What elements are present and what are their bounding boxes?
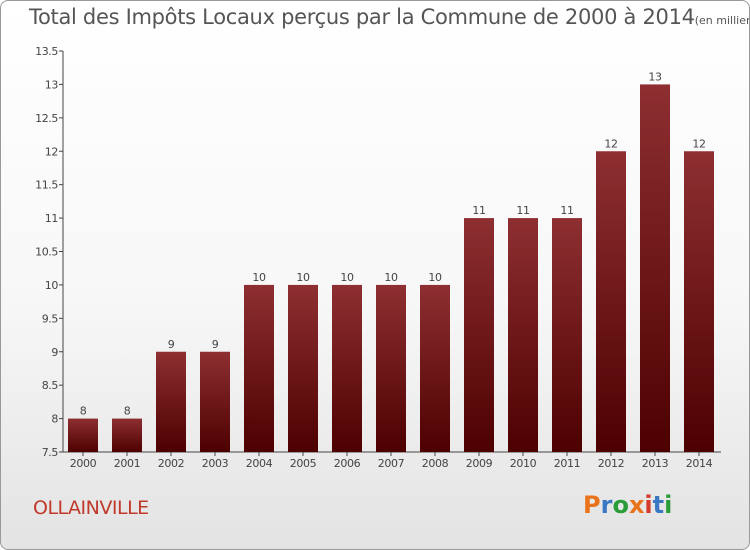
- x-tick-label: 2013: [642, 457, 669, 470]
- bar: [112, 418, 142, 452]
- y-tick-label: 8.5: [42, 379, 59, 392]
- x-tick-label: 2009: [466, 457, 493, 470]
- y-tick-label: 9.5: [42, 312, 59, 325]
- data-label: 11: [472, 204, 485, 217]
- data-label: 10: [428, 271, 442, 284]
- bar: [288, 284, 318, 452]
- data-label: 11: [560, 204, 573, 217]
- commune-name: OLLAINVILLE: [33, 497, 149, 519]
- y-tick-label: 10.5: [35, 246, 58, 259]
- x-tick-label: 2007: [378, 457, 405, 470]
- y-tick-label: 10: [45, 279, 59, 292]
- data-label: 12: [604, 137, 617, 150]
- bar: [156, 351, 186, 452]
- logo-letter: r: [600, 491, 613, 519]
- logo-letter: P: [583, 491, 601, 519]
- bar: [464, 218, 494, 452]
- y-tick-label: 8: [51, 413, 58, 426]
- x-tick-label: 2012: [598, 457, 624, 470]
- chart-title-unit: (en milliers d'€): [694, 14, 749, 27]
- bar: [332, 284, 362, 452]
- bar: [552, 218, 582, 452]
- bar: [420, 284, 450, 452]
- y-tick-label: 7.5: [42, 446, 59, 459]
- data-label: 13: [648, 70, 662, 83]
- proxiti-logo: Proxiti: [583, 491, 672, 519]
- data-label: 10: [340, 271, 354, 284]
- x-tick-label: 2006: [334, 457, 361, 470]
- x-tick-label: 2004: [246, 457, 273, 470]
- bar: [244, 284, 274, 452]
- bar: [68, 418, 98, 452]
- bar: [376, 284, 406, 452]
- chart-bars: [68, 84, 714, 453]
- bar: [200, 351, 230, 452]
- logo-letter: o: [612, 491, 629, 519]
- data-label: 11: [516, 204, 529, 217]
- x-tick-label: 2000: [70, 457, 97, 470]
- y-tick-label: 13.5: [35, 45, 58, 58]
- data-label: 10: [384, 271, 398, 284]
- logo-letter: t: [652, 491, 665, 519]
- y-tick-label: 12: [45, 145, 58, 158]
- x-tick-label: 2008: [422, 457, 449, 470]
- data-label: 9: [168, 338, 175, 351]
- bar: [508, 218, 538, 452]
- bar: [596, 151, 626, 452]
- data-label: 10: [296, 271, 310, 284]
- data-label: 9: [212, 338, 219, 351]
- x-tick-label: 2010: [510, 457, 537, 470]
- y-tick-label: 11: [45, 212, 58, 225]
- data-label: 10: [252, 271, 266, 284]
- x-tick-label: 2002: [158, 457, 184, 470]
- logo-letter: i: [664, 491, 673, 519]
- y-tick-label: 13: [45, 78, 59, 91]
- y-tick-label: 9: [51, 346, 58, 359]
- data-label: 12: [692, 137, 705, 150]
- data-label: 8: [124, 405, 131, 418]
- chart-title: Total des Impôts Locaux perçus par la Co…: [29, 5, 749, 29]
- x-tick-label: 2003: [202, 457, 229, 470]
- bar: [684, 151, 714, 452]
- chart-title-main: Total des Impôts Locaux perçus par la Co…: [29, 5, 695, 29]
- x-tick-label: 2001: [114, 457, 140, 470]
- y-tick-label: 11.5: [35, 179, 58, 192]
- data-label: 8: [80, 405, 87, 418]
- chart-labels: 7.5 8 8.5 9 9.5 10 10.5 11 11.5 12 12.5 13 13.5 8 2000…: [35, 45, 713, 470]
- x-tick-label: 2005: [290, 457, 317, 470]
- y-tick-label: 12.5: [35, 112, 58, 125]
- logo-letter: x: [628, 491, 645, 519]
- bar: [640, 84, 670, 453]
- logo-letter: i: [644, 491, 653, 519]
- x-tick-label: 2014: [686, 457, 713, 470]
- x-tick-label: 2011: [554, 457, 580, 470]
